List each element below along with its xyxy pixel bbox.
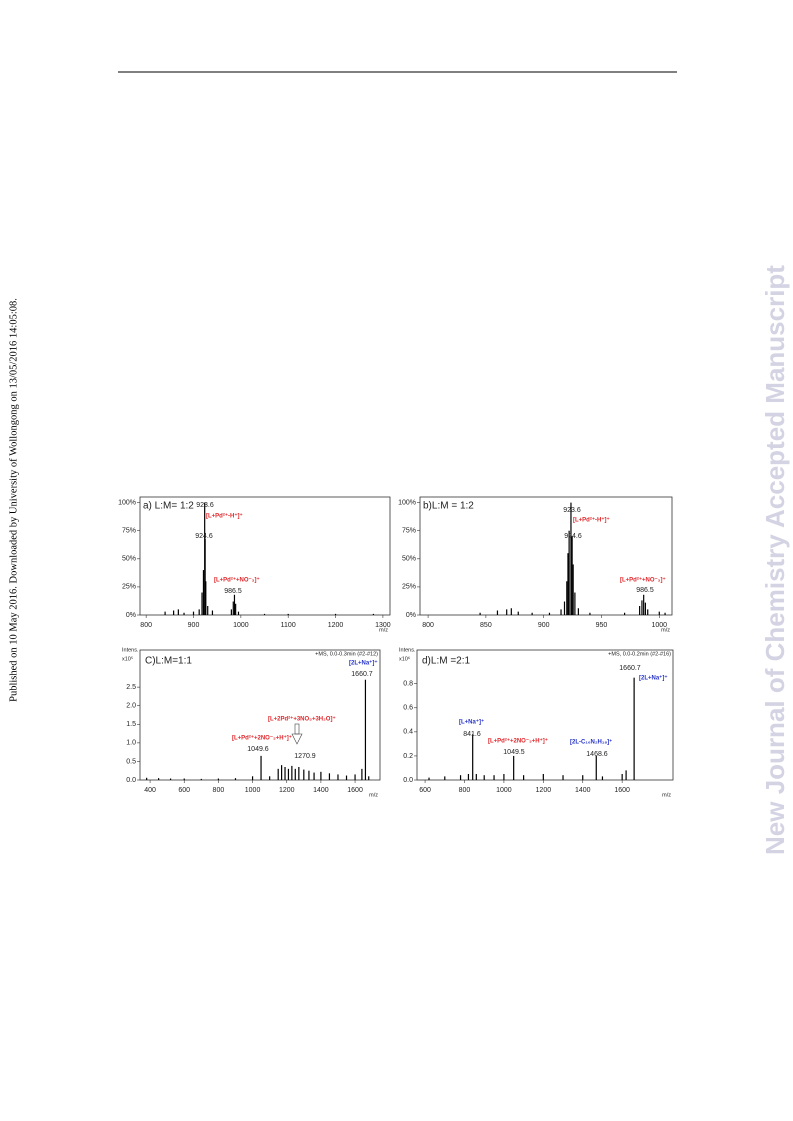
- panel-subtitle: +MS, 0.0-0.2min (#2-#16): [608, 651, 671, 657]
- y-tick-label: 0.0: [126, 777, 136, 784]
- peak-annotation: 1049.5: [503, 749, 525, 756]
- y-tick-label: 25%: [122, 584, 136, 591]
- x-tick-label: 950: [596, 622, 608, 629]
- y-tick-label: 0%: [126, 612, 136, 619]
- peak-annotation: [2L-C₁₆N₂H₁₈]⁺: [570, 739, 612, 746]
- peak-annotation: [L+2Pd²⁺+3NO₃+3H₂O]⁺: [268, 716, 336, 723]
- x-tick-label: 800: [140, 622, 152, 629]
- peak-annotation: 1660.7: [619, 665, 641, 672]
- peak-annotation: 1660.7: [351, 671, 373, 678]
- x-tick-label: 1200: [328, 622, 344, 629]
- arrow: [291, 723, 303, 745]
- x-axis-label: m/z: [379, 627, 388, 633]
- peak-annotation: [2L+Na⁺]⁺: [639, 675, 668, 682]
- peak-annotation: [2L+Na⁺]⁺: [349, 660, 378, 667]
- x-tick-label: 600: [178, 787, 190, 794]
- x-tick-label: 900: [538, 622, 550, 629]
- x-tick-label: 800: [459, 787, 471, 794]
- x-tick-label: 1000: [496, 787, 512, 794]
- peak-annotation: 923.6: [563, 507, 581, 514]
- peak-annotation: 1468.6: [586, 751, 608, 758]
- x-tick-label: 1400: [313, 787, 329, 794]
- y-tick-label: 2.5: [126, 684, 136, 691]
- y-axis-label: Intens.: [399, 647, 416, 653]
- peak-annotation: 986.5: [224, 588, 242, 595]
- panel-title: C)L:M=1:1: [145, 656, 192, 667]
- peak-annotation: [L+Pd²⁺+2NO⁻₃+H⁺]⁺: [232, 735, 292, 742]
- peak-annotation: 924.6: [564, 533, 582, 540]
- x-tick-label: 1600: [347, 787, 363, 794]
- peak-annotation: [L+Pd²⁺+NO⁻₃]⁺: [620, 577, 666, 584]
- x-tick-label: 400: [144, 787, 156, 794]
- x-axis-label: m/z: [662, 792, 671, 798]
- y-tick-label: 0.4: [403, 729, 413, 736]
- y-tick-label: 1.5: [126, 721, 136, 728]
- y-tick-label: 0.8: [403, 681, 413, 688]
- x-tick-label: 1300: [375, 622, 391, 629]
- y-tick-label: 0%: [406, 612, 416, 619]
- peak-annotation: 923.6: [196, 502, 214, 509]
- x-axis-label: m/z: [369, 792, 378, 798]
- y-tick-label: 0.6: [403, 705, 413, 712]
- peak-annotation: [L+Pd²⁺-H⁺]⁺: [206, 513, 243, 520]
- y-tick-label: 2.0: [126, 703, 136, 710]
- x-tick-label: 1000: [233, 622, 249, 629]
- y-tick-label: 25%: [402, 584, 416, 591]
- y-tick-label: 0.0: [403, 777, 413, 784]
- peak-annotation: 1049.6: [247, 746, 269, 753]
- x-tick-label: 800: [422, 622, 434, 629]
- x-tick-label: 1100: [281, 622, 296, 629]
- y-tick-label: 100%: [398, 499, 416, 506]
- y-axis-label: Intens.: [122, 647, 139, 653]
- peak-annotation: [L+Pd²⁺-H⁺]⁺: [573, 517, 610, 524]
- peak-annotation: 924.6: [195, 533, 213, 540]
- x-tick-label: 800: [213, 787, 225, 794]
- plot-frame: [416, 649, 674, 781]
- y-tick-label: 100%: [118, 499, 136, 506]
- peak-annotation: [L+Pd²⁺+2NO⁻₃+H⁺]⁺: [488, 738, 548, 745]
- plot-frame: [139, 649, 381, 781]
- panel-title: d)L:M =2:1: [422, 656, 471, 667]
- peak-annotation: [L+Na⁺]⁺: [459, 719, 484, 726]
- y-scale-label: x10⁶: [399, 655, 410, 662]
- y-tick-label: 50%: [122, 556, 136, 563]
- y-tick-label: 75%: [122, 528, 136, 535]
- plot-frame: [419, 496, 673, 616]
- y-scale-label: x10⁵: [122, 655, 133, 662]
- x-tick-label: 1000: [651, 622, 667, 629]
- y-tick-label: 50%: [402, 556, 416, 563]
- peak-annotation: 1270.9: [294, 753, 316, 760]
- peak-annotation: 986.5: [636, 587, 654, 594]
- panel-title: b)L:M = 1:2: [423, 501, 474, 512]
- watermark: New Journal of Chemistry Accepted Manusc…: [760, 265, 790, 855]
- x-axis-label: m/z: [661, 627, 670, 633]
- peak-annotation: 841.6: [463, 731, 481, 738]
- side-note: Published on 10 May 2016. Downloaded by …: [8, 298, 19, 702]
- x-tick-label: 850: [480, 622, 492, 629]
- x-tick-label: 1200: [279, 787, 295, 794]
- y-tick-label: 75%: [402, 528, 416, 535]
- peak-annotation: [L+Pd²⁺+NO⁻₃]⁺: [214, 577, 260, 584]
- y-tick-label: 1.0: [126, 740, 136, 747]
- x-tick-label: 1600: [614, 787, 630, 794]
- panel-title: a) L:M= 1:2: [143, 501, 194, 512]
- panel-subtitle: +MS, 0.0-0.3min (#2-#12): [315, 651, 378, 657]
- x-tick-label: 1400: [575, 787, 591, 794]
- y-tick-label: 0.2: [403, 753, 413, 760]
- plot-frame: [139, 496, 391, 616]
- x-tick-label: 600: [419, 787, 431, 794]
- x-tick-label: 900: [188, 622, 200, 629]
- y-tick-label: 0.5: [126, 758, 136, 765]
- x-tick-label: 1200: [536, 787, 552, 794]
- x-tick-label: 1000: [245, 787, 261, 794]
